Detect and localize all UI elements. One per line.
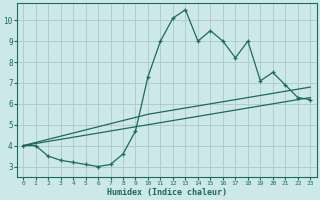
- X-axis label: Humidex (Indice chaleur): Humidex (Indice chaleur): [107, 188, 227, 197]
